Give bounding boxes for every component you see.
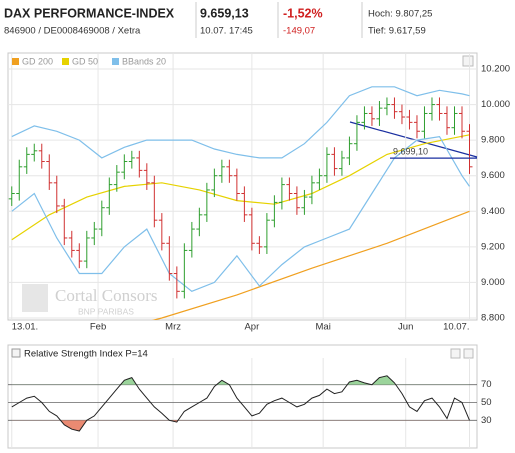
watermark-logo bbox=[22, 284, 48, 312]
price-panel bbox=[7, 52, 478, 321]
y-tick-label: 70 bbox=[481, 379, 492, 390]
y-tick-label: 9.200 bbox=[481, 241, 505, 252]
x-tick-label: Apr bbox=[244, 322, 259, 333]
watermark-subtext: BNP PARIBAS bbox=[78, 306, 134, 316]
legend-swatch bbox=[62, 58, 69, 65]
legend-swatch bbox=[112, 58, 119, 65]
rsi-line bbox=[11, 375, 470, 432]
overbought-fill bbox=[11, 375, 470, 385]
watermark-text: Cortal Consors bbox=[55, 286, 157, 305]
legend-label: GD 200 bbox=[22, 56, 53, 66]
y-tick-label: 8.800 bbox=[481, 313, 505, 324]
trend-line bbox=[349, 121, 478, 158]
legend-label: GD 50 bbox=[72, 56, 98, 66]
rsi-panel bbox=[7, 344, 478, 449]
y-tick-label: 9.400 bbox=[481, 206, 505, 217]
x-tick-label: Mrz bbox=[165, 322, 181, 333]
day-high: Hoch: 9.807,25 bbox=[368, 9, 432, 20]
timestamp: 10.07. 17:45 bbox=[200, 26, 253, 37]
day-low: Tief: 9.617,59 bbox=[368, 26, 426, 37]
rsi-title: Relative Strength Index P=14 bbox=[24, 349, 148, 360]
legend-label: BBands 20 bbox=[122, 56, 166, 66]
x-tick-label: 13.01. bbox=[12, 322, 38, 333]
bollinger-band-lower bbox=[11, 135, 470, 292]
y-tick-label: 10.200 bbox=[481, 64, 510, 75]
change-absolute: -149,07 bbox=[283, 26, 315, 37]
panel-button[interactable] bbox=[462, 55, 474, 67]
y-tick-label: 9.800 bbox=[481, 135, 505, 146]
moving-average-line bbox=[151, 210, 470, 320]
x-tick-label: Mai bbox=[316, 322, 331, 333]
instrument-id: 846900 / DE0008469008 / Xetra bbox=[4, 26, 141, 37]
x-tick-label: Feb bbox=[90, 322, 106, 333]
panel-button[interactable] bbox=[463, 348, 474, 359]
x-tick-label: Jun bbox=[398, 322, 413, 333]
instrument-title: DAX PERFORMANCE-INDEX bbox=[4, 6, 175, 20]
y-tick-label: 30 bbox=[481, 415, 492, 426]
panel-toggle[interactable] bbox=[11, 348, 21, 358]
y-tick-label: 50 bbox=[481, 397, 492, 408]
bollinger-band-upper bbox=[11, 86, 470, 159]
annotation-label: 9.699,10 bbox=[393, 146, 428, 156]
legend-swatch bbox=[12, 58, 19, 65]
y-tick-label: 9.600 bbox=[481, 170, 505, 181]
change-percent: -1,52% bbox=[283, 6, 323, 20]
y-tick-label: 9.000 bbox=[481, 277, 505, 288]
y-tick-label: 10.000 bbox=[481, 99, 510, 110]
price: 9.659,13 bbox=[200, 6, 249, 20]
plot-area bbox=[8, 53, 477, 320]
panel-button[interactable] bbox=[450, 348, 461, 359]
x-tick-label: 10.07. bbox=[443, 322, 469, 333]
